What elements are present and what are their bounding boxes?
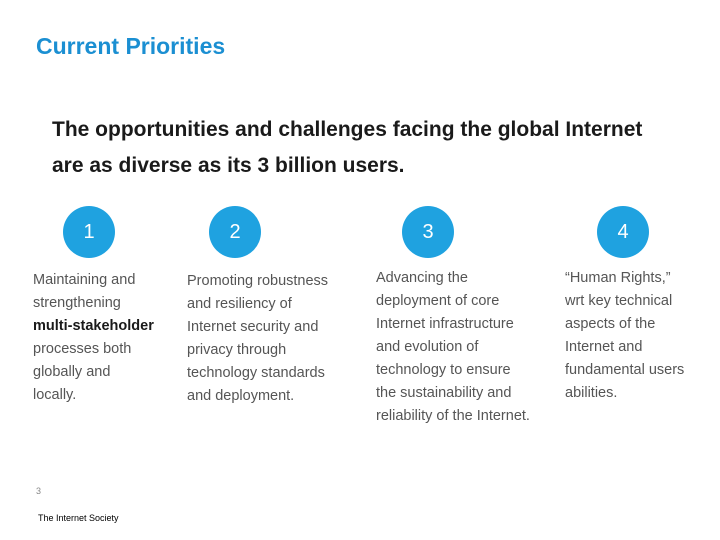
priority-3-number-badge: 3: [402, 206, 454, 258]
priority-4-number-badge: 4: [597, 206, 649, 258]
priority-1-bold-term: multi-stakeholder: [33, 318, 154, 334]
priority-1-text: Maintaining and strengthening multi-stak…: [33, 269, 155, 407]
footer-organization: The Internet Society: [38, 513, 119, 523]
priority-1-text-end: processes both globally and locally.: [33, 341, 132, 403]
priority-3-text: Advancing the deployment of core Interne…: [376, 270, 530, 424]
priority-1-number-badge: 1: [63, 206, 115, 258]
slide-subtitle: The opportunities and challenges facing …: [52, 118, 643, 177]
slide-title: Current Priorities: [36, 33, 226, 59]
priority-2-number-badge: 2: [209, 206, 261, 258]
page-number: 3: [36, 486, 42, 496]
priority-4-text: “Human Rights,” wrt key technical aspect…: [565, 270, 685, 401]
priority-2-text: Promoting robustness and resiliency of I…: [187, 273, 329, 404]
priority-1-text-start: Maintaining and strengthening: [33, 272, 136, 311]
